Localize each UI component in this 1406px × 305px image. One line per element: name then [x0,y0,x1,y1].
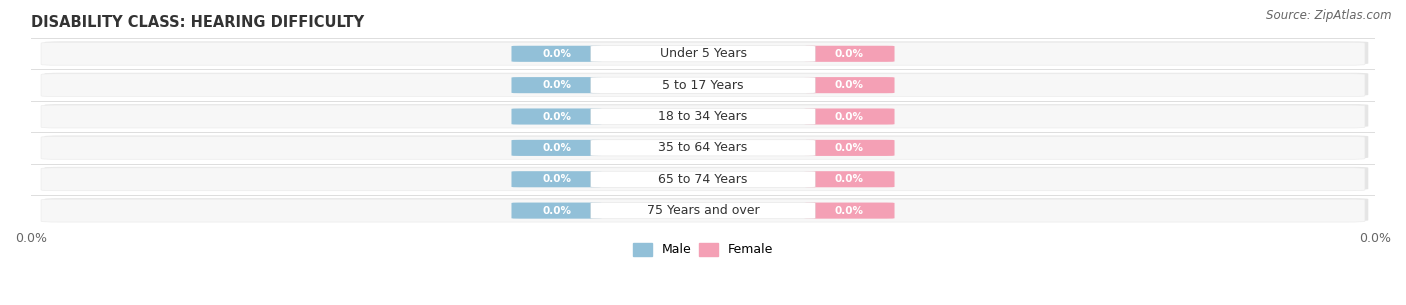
Text: 18 to 34 Years: 18 to 34 Years [658,110,748,123]
FancyBboxPatch shape [804,140,894,156]
FancyBboxPatch shape [45,41,1368,64]
FancyBboxPatch shape [804,77,894,93]
FancyBboxPatch shape [45,198,1368,221]
FancyBboxPatch shape [41,105,1365,128]
FancyBboxPatch shape [591,109,815,124]
Text: 0.0%: 0.0% [835,80,865,90]
Text: 0.0%: 0.0% [541,80,571,90]
FancyBboxPatch shape [591,77,815,93]
FancyBboxPatch shape [512,46,602,62]
FancyBboxPatch shape [41,199,1365,222]
FancyBboxPatch shape [591,140,815,156]
Text: 0.0%: 0.0% [541,112,571,121]
FancyBboxPatch shape [45,167,1368,190]
Text: 75 Years and over: 75 Years and over [647,204,759,217]
FancyBboxPatch shape [804,203,894,219]
Text: Under 5 Years: Under 5 Years [659,47,747,60]
FancyBboxPatch shape [512,171,602,187]
FancyBboxPatch shape [45,104,1368,127]
Text: 0.0%: 0.0% [835,112,865,121]
FancyBboxPatch shape [591,203,815,219]
Text: 5 to 17 Years: 5 to 17 Years [662,79,744,92]
FancyBboxPatch shape [804,171,894,187]
FancyBboxPatch shape [512,77,602,93]
FancyBboxPatch shape [512,109,602,124]
FancyBboxPatch shape [804,109,894,124]
Text: 0.0%: 0.0% [835,174,865,184]
FancyBboxPatch shape [41,168,1365,191]
Text: 65 to 74 Years: 65 to 74 Years [658,173,748,186]
Text: DISABILITY CLASS: HEARING DIFFICULTY: DISABILITY CLASS: HEARING DIFFICULTY [31,15,364,30]
FancyBboxPatch shape [41,74,1365,97]
FancyBboxPatch shape [591,171,815,187]
Text: Source: ZipAtlas.com: Source: ZipAtlas.com [1267,9,1392,22]
Text: 0.0%: 0.0% [541,49,571,59]
Text: 0.0%: 0.0% [835,49,865,59]
Text: 35 to 64 Years: 35 to 64 Years [658,142,748,154]
FancyBboxPatch shape [45,73,1368,96]
FancyBboxPatch shape [41,136,1365,159]
FancyBboxPatch shape [512,203,602,219]
Legend: Male, Female: Male, Female [628,238,778,261]
Text: 0.0%: 0.0% [541,143,571,153]
FancyBboxPatch shape [512,140,602,156]
Text: 0.0%: 0.0% [835,143,865,153]
Text: 0.0%: 0.0% [541,206,571,216]
FancyBboxPatch shape [45,135,1368,158]
FancyBboxPatch shape [804,46,894,62]
FancyBboxPatch shape [41,42,1365,65]
FancyBboxPatch shape [591,46,815,62]
Text: 0.0%: 0.0% [835,206,865,216]
Text: 0.0%: 0.0% [541,174,571,184]
